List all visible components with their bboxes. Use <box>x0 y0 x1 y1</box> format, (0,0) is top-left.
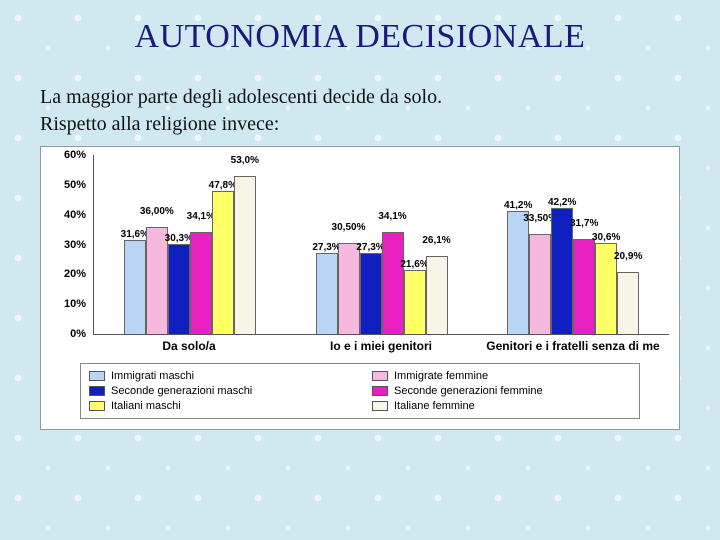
chart-container: 0%10%20%30%40%50%60% 31,6%36,00%30,3%34,… <box>40 146 680 430</box>
y-tick: 10% <box>64 298 86 310</box>
bar: 30,3% <box>168 244 190 334</box>
bar: 34,1% <box>382 232 404 334</box>
y-axis: 0%10%20%30%40%50%60% <box>46 155 90 334</box>
bar-value-label: 36,00% <box>140 206 174 217</box>
bar: 31,7% <box>573 239 595 334</box>
plot-area: 0%10%20%30%40%50%60% 31,6%36,00%30,3%34,… <box>93 155 669 335</box>
legend-label: Seconde generazioni maschi <box>111 385 252 397</box>
y-tick: 40% <box>64 209 86 221</box>
bar-group: 27,3%30,50%27,3%34,1%21,6%26,1% <box>286 155 478 334</box>
legend-swatch <box>89 371 105 381</box>
bar-value-label: 21,6% <box>400 259 428 270</box>
bar: 31,6% <box>124 240 146 334</box>
x-category-label: Genitori e i fratelli senza di me <box>477 339 669 353</box>
bar: 30,50% <box>338 243 360 334</box>
bar-value-label: 31,7% <box>570 218 598 229</box>
legend-label: Italiani maschi <box>111 400 181 412</box>
bar-value-label: 27,3% <box>356 242 384 253</box>
legend: Immigrati maschi Immigrate femmine Seconde… <box>80 363 640 419</box>
y-tick: 30% <box>64 239 86 251</box>
bar-value-label: 30,50% <box>332 222 366 233</box>
bar-value-label: 31,6% <box>121 229 149 240</box>
bar-group: 41,2%33,50%42,2%31,7%30,6%20,9% <box>477 155 669 334</box>
bar-group: 31,6%36,00%30,3%34,1%47,8%53,0% <box>94 155 286 334</box>
bar: 21,6% <box>404 270 426 334</box>
legend-swatch <box>89 401 105 411</box>
y-tick: 0% <box>70 328 86 340</box>
bar: 41,2% <box>507 211 529 334</box>
subtitle: La maggior parte degli adolescenti decid… <box>40 84 680 138</box>
bar-value-label: 20,9% <box>614 251 642 262</box>
legend-item: Seconde generazioni femmine <box>372 385 631 397</box>
bar: 34,1% <box>190 232 212 334</box>
bar-value-label: 34,1% <box>187 211 215 222</box>
page-title: AUTONOMIA DECISIONALE <box>0 0 720 56</box>
legend-label: Immigrate femmine <box>394 370 488 382</box>
bar-value-label: 30,3% <box>165 233 193 244</box>
bar-value-label: 53,0% <box>231 155 259 166</box>
legend-item: Seconde generazioni maschi <box>89 385 348 397</box>
legend-swatch <box>372 386 388 396</box>
subtitle-line-2: Rispetto alla religione invece: <box>40 113 279 135</box>
legend-swatch <box>89 386 105 396</box>
y-tick: 50% <box>64 179 86 191</box>
bar-value-label: 27,3% <box>312 242 340 253</box>
bar-value-label: 34,1% <box>378 211 406 222</box>
bar: 27,3% <box>316 253 338 334</box>
legend-item: Immigrate femmine <box>372 370 631 382</box>
legend-label: Seconde generazioni femmine <box>394 385 543 397</box>
chart-box: 0%10%20%30%40%50%60% 31,6%36,00%30,3%34,… <box>40 146 680 430</box>
legend-swatch <box>372 401 388 411</box>
legend-item: Italiane femmine <box>372 400 631 412</box>
x-category-label: Io e i miei genitori <box>285 339 477 353</box>
legend-swatch <box>372 371 388 381</box>
x-category-label: Da solo/a <box>93 339 285 353</box>
bar-value-label: 30,6% <box>592 232 620 243</box>
bar: 27,3% <box>360 253 382 334</box>
subtitle-line-1: La maggior parte degli adolescenti decid… <box>40 86 442 108</box>
legend-item: Italiani maschi <box>89 400 348 412</box>
bar: 47,8% <box>212 191 234 334</box>
legend-item: Immigrati maschi <box>89 370 348 382</box>
x-axis-labels: Da solo/aIo e i miei genitoriGenitori e … <box>93 339 669 353</box>
bar: 26,1% <box>426 256 448 334</box>
bar-value-label: 42,2% <box>548 197 576 208</box>
legend-label: Immigrati maschi <box>111 370 194 382</box>
bar-value-label: 41,2% <box>504 200 532 211</box>
y-tick: 60% <box>64 149 86 161</box>
bar: 33,50% <box>529 234 551 334</box>
bars-row: 31,6%36,00%30,3%34,1%47,8%53,0%27,3%30,5… <box>94 155 669 334</box>
bar: 20,9% <box>617 272 639 334</box>
bar-value-label: 47,8% <box>209 180 237 191</box>
bar-value-label: 26,1% <box>422 235 450 246</box>
bar: 53,0% <box>234 176 256 334</box>
y-tick: 20% <box>64 268 86 280</box>
legend-label: Italiane femmine <box>394 400 475 412</box>
